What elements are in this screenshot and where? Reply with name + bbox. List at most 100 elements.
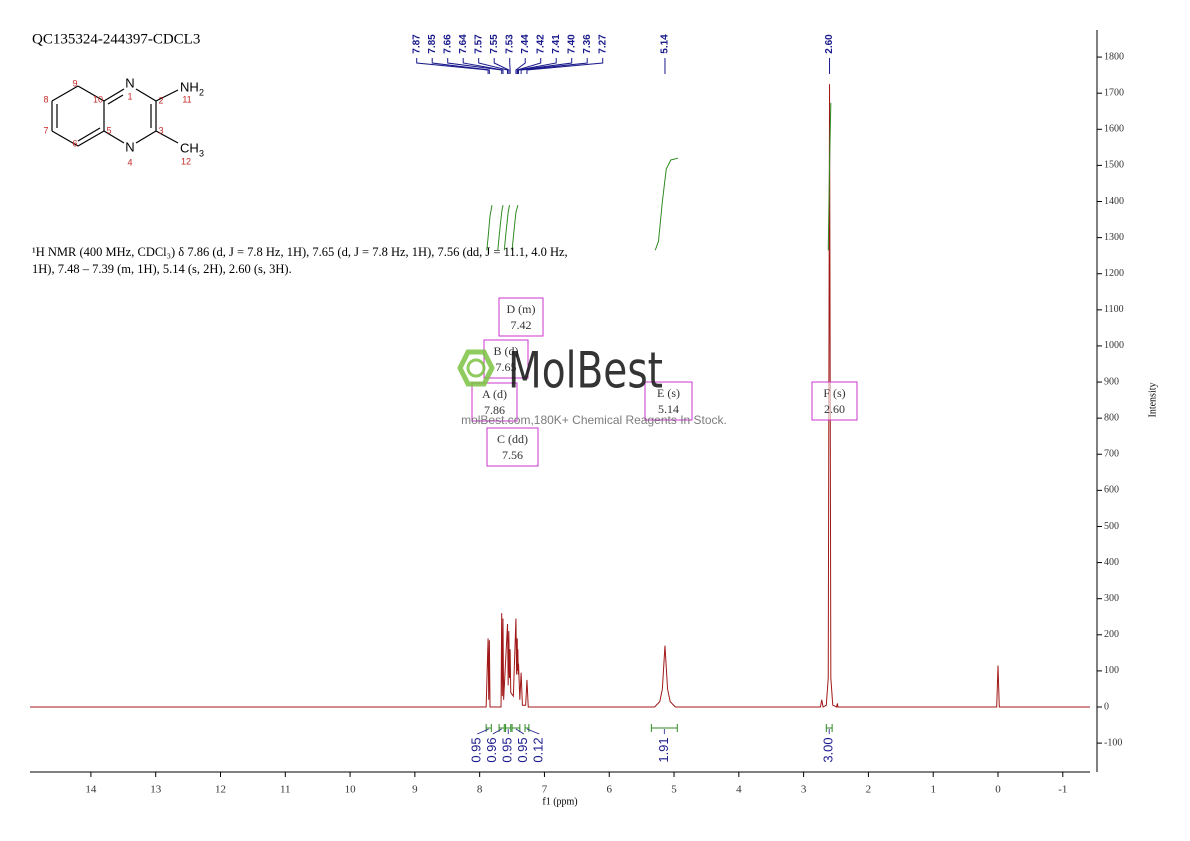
bond bbox=[77, 85, 105, 102]
multiplet-name: D (m) bbox=[507, 302, 536, 316]
locant: 4 bbox=[127, 157, 132, 167]
y-tick-label: 1600 bbox=[1104, 124, 1124, 135]
locant: 8 bbox=[43, 94, 48, 104]
peak-label: 5.14 bbox=[660, 34, 671, 54]
watermark-brand: MolBest bbox=[508, 342, 663, 400]
x-tick-label: 3 bbox=[801, 784, 807, 796]
peak-connector bbox=[447, 58, 503, 74]
bond bbox=[103, 130, 125, 144]
peak-label: 7.27 bbox=[597, 34, 608, 54]
locant: 5 bbox=[106, 125, 111, 135]
multiplet-name: C (dd) bbox=[497, 432, 528, 446]
multiplet-name: F (s) bbox=[823, 386, 845, 400]
peak-label: 7.42 bbox=[535, 34, 546, 54]
peak-connector bbox=[517, 58, 557, 74]
watermark-icon bbox=[457, 349, 495, 387]
peak-connector bbox=[493, 58, 510, 74]
peak-label: 7.66 bbox=[442, 34, 453, 54]
y-tick-label: 1300 bbox=[1104, 232, 1124, 243]
x-tick-label: 2 bbox=[866, 784, 872, 796]
bond bbox=[107, 94, 124, 105]
peak-label: 7.87 bbox=[411, 34, 422, 54]
locant: 2 bbox=[158, 95, 163, 105]
integral-bracket bbox=[485, 724, 492, 732]
y-tick-label: 1000 bbox=[1104, 340, 1124, 351]
atom: NH bbox=[180, 79, 199, 94]
integral-label: 0.95 bbox=[500, 737, 515, 762]
title: QC135324-244397-CDCL3 bbox=[32, 31, 200, 47]
multiplet-box bbox=[644, 381, 693, 421]
peak-label: 7.53 bbox=[504, 34, 515, 54]
multiplet-name: A (d) bbox=[482, 387, 507, 401]
integral-connector bbox=[477, 728, 489, 735]
multiplet-shift: 7.65 bbox=[496, 360, 517, 374]
integral-label: 0.12 bbox=[531, 737, 546, 762]
y-tick-label: 300 bbox=[1104, 593, 1119, 604]
y-tick-label: 800 bbox=[1104, 412, 1119, 423]
watermark-icon bbox=[466, 358, 486, 378]
integral-label: 0.95 bbox=[515, 737, 530, 762]
integral-bracket bbox=[511, 724, 521, 732]
bond bbox=[77, 130, 105, 147]
peak-connector bbox=[526, 58, 604, 74]
x-axis-label: f1 (ppm) bbox=[542, 796, 577, 807]
integral-connector bbox=[492, 728, 502, 735]
x-tick-label: 0 bbox=[995, 784, 1001, 796]
locant: 1 bbox=[127, 91, 132, 101]
multiplet-box bbox=[811, 381, 858, 421]
bond bbox=[155, 130, 179, 144]
multiplet-shift: 5.14 bbox=[658, 402, 679, 416]
bond bbox=[155, 89, 179, 102]
multiplet-shift: 7.56 bbox=[502, 448, 523, 462]
y-tick-label: 700 bbox=[1104, 449, 1119, 460]
y-tick-label: 1800 bbox=[1104, 51, 1124, 62]
peak-connector bbox=[462, 58, 504, 74]
locant: 3 bbox=[158, 125, 163, 135]
peak-connector bbox=[431, 58, 490, 74]
y-tick-label: -100 bbox=[1104, 737, 1122, 748]
peak-label: 7.40 bbox=[566, 34, 577, 54]
watermark-slogan: molBest.com,180K+ Chemical Reagents In S… bbox=[461, 413, 727, 427]
integral-connector bbox=[515, 728, 525, 735]
y-tick-label: 900 bbox=[1104, 376, 1119, 387]
x-tick-label: 8 bbox=[477, 784, 483, 796]
locant: 9 bbox=[72, 78, 77, 88]
structure bbox=[51, 85, 179, 147]
y-tick-label: 0 bbox=[1104, 701, 1109, 712]
y-tick-label: 1700 bbox=[1104, 87, 1124, 98]
integral-label: 3.00 bbox=[821, 737, 836, 762]
integral-curve bbox=[486, 102, 832, 251]
integral-bracket bbox=[498, 724, 505, 732]
peak-label: 7.55 bbox=[489, 34, 500, 54]
x-tick-label: 10 bbox=[345, 784, 357, 796]
x-tick-label: 1 bbox=[930, 784, 936, 796]
peak-label: 7.85 bbox=[427, 34, 438, 54]
locant: 7 bbox=[43, 125, 48, 135]
integral-label: 0.95 bbox=[469, 737, 484, 762]
y-tick-label: 1100 bbox=[1104, 304, 1124, 315]
multiplet-box bbox=[471, 382, 518, 422]
integral-bracket bbox=[825, 724, 833, 732]
integral-label: 1.91 bbox=[656, 737, 671, 762]
peak-connector bbox=[520, 58, 588, 74]
atom: N bbox=[125, 75, 134, 90]
watermark: MolBest molBest.com,180K+ Chemical Reage… bbox=[457, 342, 727, 427]
atom-subscript: 3 bbox=[199, 148, 204, 158]
multiplet-shift: 2.60 bbox=[824, 402, 845, 416]
integral-label: 0.96 bbox=[484, 737, 499, 762]
bond bbox=[135, 130, 157, 144]
multiplet-shift: 7.42 bbox=[511, 318, 532, 332]
y-tick-label: 500 bbox=[1104, 521, 1119, 532]
peak-label: 7.57 bbox=[473, 34, 484, 54]
x-tick-label: 12 bbox=[215, 784, 226, 796]
integral-connector bbox=[526, 728, 540, 735]
locant: 11 bbox=[182, 94, 191, 104]
peak-label: 7.41 bbox=[551, 34, 562, 54]
x-tick-label: 7 bbox=[542, 784, 548, 796]
x-tick-label: 13 bbox=[150, 784, 162, 796]
peak-connector bbox=[516, 58, 542, 74]
y-tick-label: 1200 bbox=[1104, 268, 1124, 279]
peak-label: 7.64 bbox=[458, 34, 469, 54]
x-tick-label: 4 bbox=[736, 784, 742, 796]
